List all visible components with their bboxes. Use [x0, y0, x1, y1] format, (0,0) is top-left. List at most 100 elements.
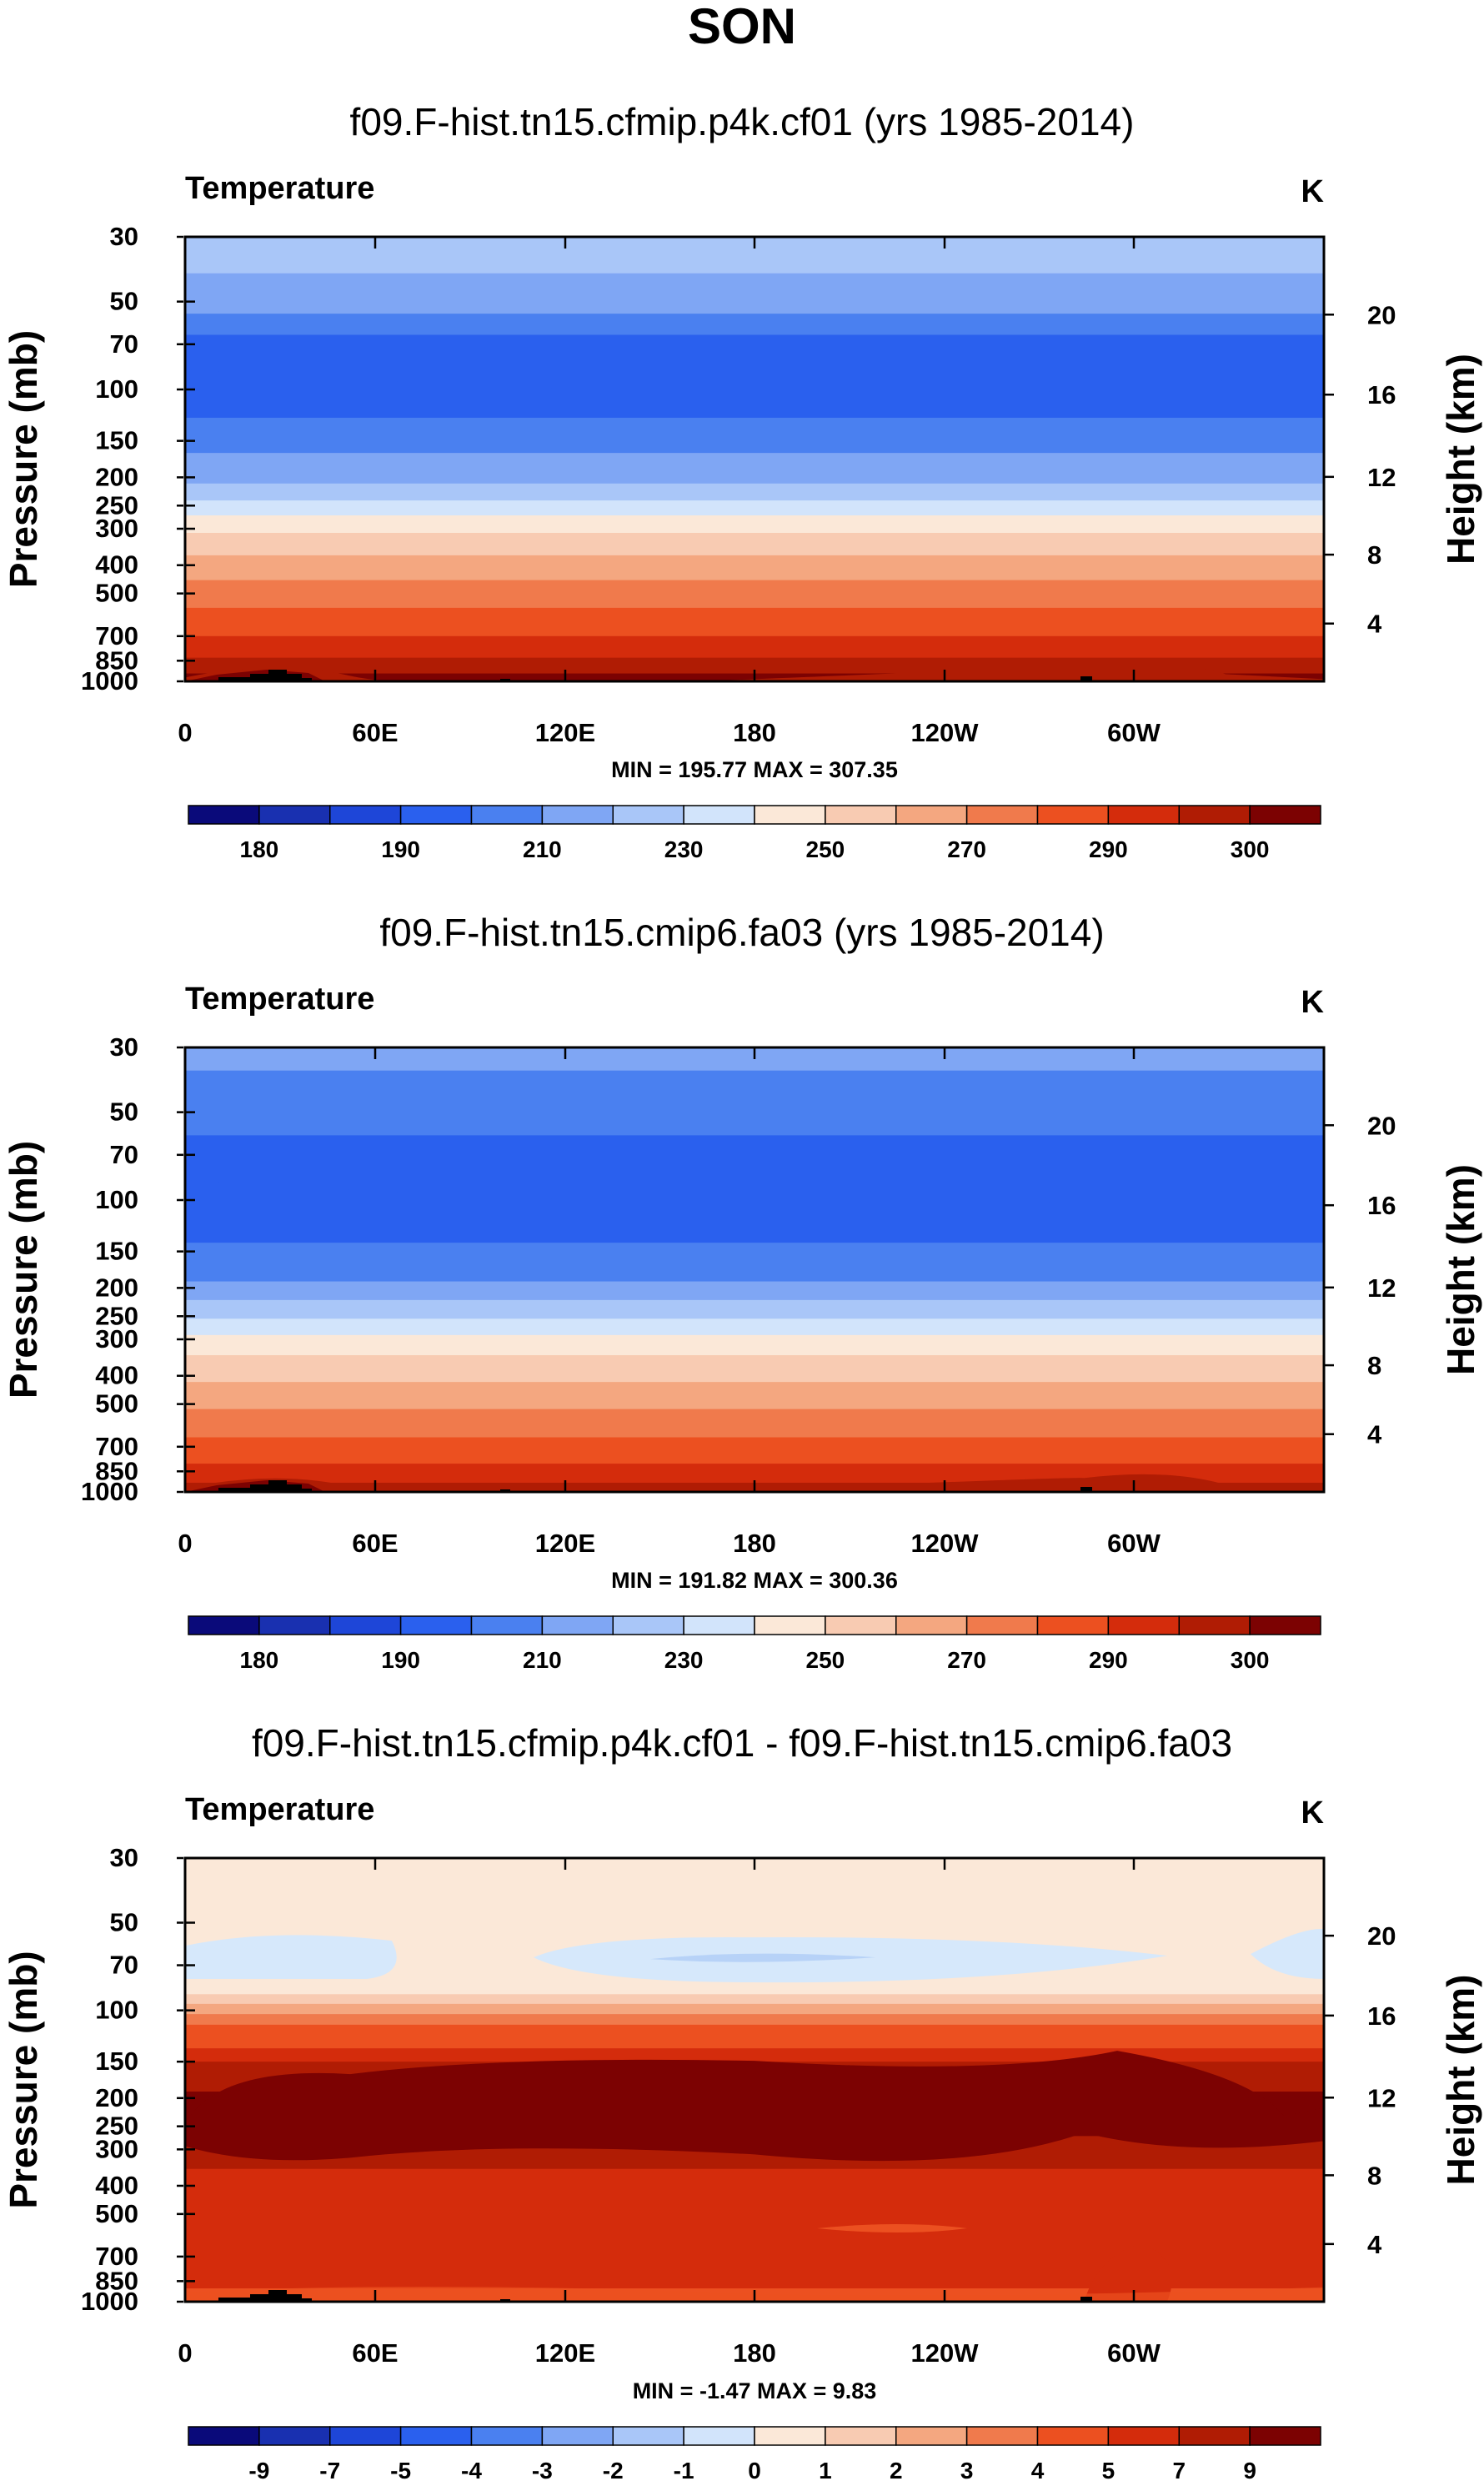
y-tick-label: 500	[95, 2199, 138, 2228]
contour-band	[185, 1355, 1324, 1383]
x-tick-label: 60W	[1107, 2338, 1161, 2368]
contour-band	[534, 1937, 1167, 1983]
y2-tick-label: 8	[1367, 2161, 1381, 2190]
y-tick-label: 70	[110, 1140, 138, 1169]
colorbar-tick-label: -2	[603, 2458, 624, 2481]
colorbar-tick-label: 270	[947, 836, 986, 862]
colorbar-swatch	[1107, 805, 1180, 825]
colorbar-tick-label: 2	[890, 2458, 903, 2481]
y-axis-title: Pressure (mb)	[2, 330, 45, 588]
colorbar-tick-label: 290	[1089, 836, 1128, 862]
x-tick-label: 0	[178, 718, 192, 747]
panel-title: f09.F-hist.tn15.cmip6.fa03 (yrs 1985-201…	[379, 911, 1104, 954]
stats-label: MIN = 195.77 MAX = 307.35	[611, 757, 898, 782]
y-tick-label: 700	[95, 2242, 138, 2271]
colorbar-swatch	[1178, 805, 1251, 825]
figure-title: SON	[688, 0, 796, 54]
contour-band	[185, 2024, 1324, 2049]
x-tick-label: 60W	[1107, 1529, 1161, 1558]
contour-band	[185, 1474, 1324, 1492]
y-tick-label: 850	[95, 645, 138, 675]
contour-band	[185, 1318, 1324, 1336]
contour-band	[185, 1382, 1324, 1410]
y2-tick-label: 20	[1367, 300, 1396, 329]
colorbar-swatch	[1249, 1615, 1321, 1635]
colorbar-tick-label: 3	[960, 2458, 974, 2481]
contour-band	[185, 417, 1324, 454]
colorbar-swatch	[754, 1615, 826, 1635]
contour-band	[1251, 1929, 1324, 1979]
colorbar-swatch	[683, 1615, 755, 1635]
colorbar-swatch	[965, 805, 1039, 825]
y-tick-label: 50	[110, 287, 138, 316]
contour-band	[185, 1935, 397, 1979]
y2-tick-label: 16	[1367, 380, 1396, 409]
colorbar-swatch	[329, 805, 402, 825]
colorbar-swatch	[399, 1615, 473, 1635]
contour-band	[185, 1070, 1324, 1136]
y-tick-label: 200	[95, 462, 138, 491]
y-tick-label: 30	[110, 222, 138, 251]
y-tick-label: 300	[95, 2134, 138, 2163]
y-tick-label: 30	[110, 1843, 138, 1872]
x-tick-label: 120W	[911, 718, 980, 747]
x-tick-label: 60E	[352, 2338, 398, 2368]
y2-tick-label: 4	[1367, 1420, 1382, 1449]
colorbar-swatch	[470, 1615, 544, 1635]
colorbar-tick-label: 5	[1102, 2458, 1116, 2481]
contour-band	[185, 1223, 1324, 1243]
x-tick-label: 0	[178, 1529, 192, 1558]
colorbar-swatch	[399, 805, 473, 825]
y-tick-label: 30	[110, 1032, 138, 1062]
y-tick-label: 400	[95, 2171, 138, 2200]
colorbar-tick-label: 180	[240, 836, 279, 862]
colorbar-swatch	[1178, 1615, 1251, 1635]
colorbar-swatch	[329, 1615, 402, 1635]
colorbar-swatch	[399, 2426, 473, 2446]
y-tick-label: 1000	[81, 1477, 138, 1506]
contour-band	[185, 1334, 1324, 1356]
y-tick-label: 1000	[81, 2287, 138, 2316]
panel-1: f09.F-hist.tn15.cfmip.p4k.cf01 (yrs 1985…	[2, 100, 1482, 862]
colorbar-tick-label: 250	[806, 836, 845, 862]
y2-tick-label: 4	[1367, 2230, 1382, 2259]
variable-label: Temperature	[185, 1792, 374, 1827]
y-tick-label: 300	[95, 1324, 138, 1354]
y2-tick-label: 8	[1367, 1351, 1381, 1380]
contour-band	[650, 1953, 875, 1962]
x-tick-label: 0	[178, 2338, 192, 2368]
colorbar-swatch	[329, 2426, 402, 2446]
y-tick-label: 150	[95, 1237, 138, 1266]
colorbar-swatch	[188, 805, 260, 825]
contour-band	[1084, 2243, 1172, 2302]
contour-band	[185, 273, 1324, 314]
colorbar-swatch	[541, 805, 614, 825]
variable-label: Temperature	[185, 982, 374, 1017]
colorbar-swatch	[825, 2426, 897, 2446]
colorbar-swatch	[895, 2426, 968, 2446]
colorbar-swatch	[1249, 2426, 1321, 2446]
y-tick-label: 70	[110, 1951, 138, 1980]
panel-2: f09.F-hist.tn15.cmip6.fa03 (yrs 1985-201…	[2, 911, 1482, 1673]
y2-tick-label: 20	[1367, 1111, 1396, 1140]
y-tick-label: 850	[95, 1456, 138, 1485]
y2-tick-label: 12	[1367, 1273, 1396, 1303]
contour-band	[185, 580, 1324, 609]
contour-band	[185, 635, 1324, 659]
units-label: K	[1301, 174, 1325, 209]
y-tick-label: 700	[95, 621, 138, 650]
y-tick-label: 300	[95, 514, 138, 543]
contour-band	[185, 453, 1324, 485]
contour-band	[185, 1409, 1324, 1439]
contour-band	[185, 1464, 1324, 1484]
colorbar-swatch	[470, 805, 544, 825]
colorbar-swatch	[612, 1615, 684, 1635]
y-tick-label: 200	[95, 1273, 138, 1302]
y2-axis-title: Height (km)	[1439, 354, 1482, 565]
variable-label: Temperature	[185, 171, 374, 206]
y-tick-label: 100	[95, 1996, 138, 2025]
x-tick-label: 180	[733, 2338, 776, 2368]
colorbar-swatch	[1178, 2426, 1251, 2446]
terrain-mask	[218, 670, 312, 681]
colorbar-tick-label: -3	[532, 2458, 553, 2481]
